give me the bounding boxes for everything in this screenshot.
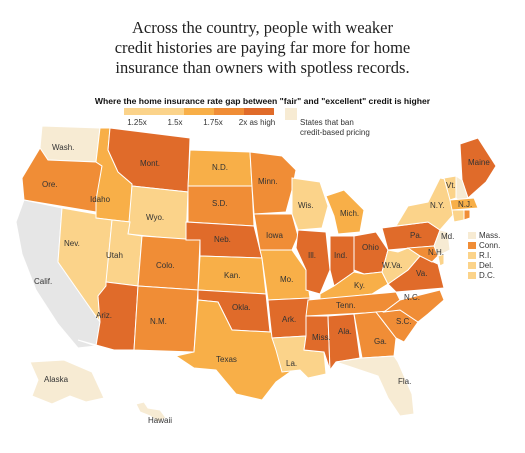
label-miss: Miss. — [312, 333, 331, 342]
state-mass[interactable] — [449, 197, 479, 211]
label-mich: Mich. — [340, 209, 359, 218]
legend-ban-label-2: credit-based pricing — [300, 128, 370, 137]
state-ill[interactable] — [295, 229, 331, 295]
label-ark: Ark. — [282, 315, 296, 324]
small-label-del: Del. — [479, 261, 493, 270]
states-layer — [15, 125, 497, 423]
map-subtitle: Where the home insurance rate gap betwee… — [94, 96, 431, 106]
label-sc: S.C. — [396, 317, 412, 326]
label-hawaii: Hawaii — [148, 416, 172, 425]
label-ga: Ga. — [374, 337, 387, 346]
state-hawaii[interactable] — [135, 401, 167, 423]
small-swatch-del — [468, 262, 476, 269]
label-fla: Fla. — [398, 377, 411, 386]
state-alaska[interactable] — [29, 359, 105, 405]
state-md[interactable] — [406, 245, 439, 263]
headline-line-3: insurance than owners with spotless reco… — [115, 58, 410, 77]
small-swatch-ri — [468, 242, 476, 249]
legend-swatch-5 — [244, 108, 274, 115]
legend-swatch-4 — [214, 108, 244, 115]
legend-tick-2: 1.5x — [167, 118, 182, 127]
legend: 1.25x 1.5x 1.75x 2x as high States that … — [124, 108, 370, 137]
label-nj: Md. — [441, 232, 454, 241]
legend-swatch-3 — [184, 108, 214, 115]
state-labels: Wash. Ore. Calif. Idaho Nev. Mont. Wyo. … — [34, 143, 490, 425]
label-ala: Ala. — [338, 327, 352, 336]
label-pa: Pa. — [410, 231, 422, 240]
state-fla[interactable] — [335, 355, 415, 417]
legend-tick-1: 1.25x — [127, 118, 147, 127]
headline-line-2: credit histories are paying far more for… — [114, 38, 411, 57]
label-nm: N.M. — [150, 317, 167, 326]
small-label-ri: Conn. — [479, 241, 500, 250]
label-la: La. — [286, 359, 297, 368]
label-texas: Texas — [216, 355, 237, 364]
label-nc: N.C. — [404, 293, 420, 302]
label-va: Va. — [416, 269, 427, 278]
state-nj[interactable] — [433, 229, 451, 257]
headline: Across the country, people with weaker c… — [0, 18, 525, 78]
label-maine: Maine — [468, 158, 490, 167]
legend-ban-label-1: States that ban — [300, 118, 354, 127]
small-swatch-conn — [468, 252, 476, 259]
state-del[interactable] — [437, 253, 445, 267]
state-wis[interactable] — [291, 177, 329, 231]
label-mass: N.J. — [458, 200, 472, 209]
legend-ban-swatch — [285, 108, 297, 120]
legend-tick-3: 1.75x — [203, 118, 223, 127]
legend-swatch-2 — [154, 108, 184, 115]
label-tenn: Tenn. — [336, 301, 356, 310]
label-mont: Mont. — [140, 159, 160, 168]
state-ga[interactable] — [353, 311, 397, 359]
label-wyo: Wyo. — [146, 213, 164, 222]
label-wash: Wash. — [52, 143, 74, 152]
label-iowa: Iowa — [266, 231, 283, 240]
label-idaho: Idaho — [90, 195, 111, 204]
label-wva: W.Va. — [382, 261, 403, 270]
label-colo: Colo. — [156, 261, 175, 270]
state-conn[interactable] — [451, 209, 465, 223]
label-ny: N.Y. — [430, 201, 445, 210]
small-swatch-dc — [468, 272, 476, 279]
label-ohio: Ohio — [362, 243, 379, 252]
headline-line-1: Across the country, people with weaker — [131, 18, 393, 37]
small-states-legend: Mass. Conn. R.I. Del. D.C. — [468, 231, 500, 280]
legend-swatch-1 — [124, 108, 154, 115]
label-md: N.H. — [428, 248, 444, 257]
label-calif: Calif. — [34, 277, 52, 286]
label-neb: Neb. — [214, 235, 231, 244]
label-wis: Wis. — [298, 201, 314, 210]
state-mich[interactable] — [325, 189, 365, 235]
small-label-nh: Mass. — [479, 231, 500, 240]
state-ri[interactable] — [463, 209, 471, 221]
small-swatch-nh — [468, 232, 476, 239]
label-ky: Ky. — [354, 281, 365, 290]
label-okla: Okla. — [232, 303, 251, 312]
label-nd: N.D. — [212, 163, 228, 172]
small-label-dc: D.C. — [479, 271, 495, 280]
label-ind: Ind. — [334, 251, 347, 260]
label-ill: Ill. — [308, 251, 316, 260]
state-nc[interactable] — [382, 289, 445, 323]
state-mont[interactable] — [107, 127, 191, 193]
label-sd: S.D. — [212, 199, 228, 208]
label-alaska: Alaska — [44, 375, 69, 384]
state-texas[interactable] — [174, 299, 305, 401]
small-label-conn: R.I. — [479, 251, 491, 260]
label-minn: Minn. — [258, 177, 278, 186]
label-ariz: Ariz. — [96, 311, 112, 320]
label-nev: Nev. — [64, 239, 80, 248]
label-ore: Ore. — [42, 180, 58, 189]
label-vt: Vt. — [446, 181, 456, 190]
state-minn[interactable] — [249, 151, 297, 215]
legend-tick-4: 2x as high — [239, 118, 275, 127]
state-iowa[interactable] — [253, 213, 299, 251]
label-utah: Utah — [106, 251, 123, 260]
label-mo: Mo. — [280, 275, 293, 284]
label-kan: Kan. — [224, 271, 240, 280]
